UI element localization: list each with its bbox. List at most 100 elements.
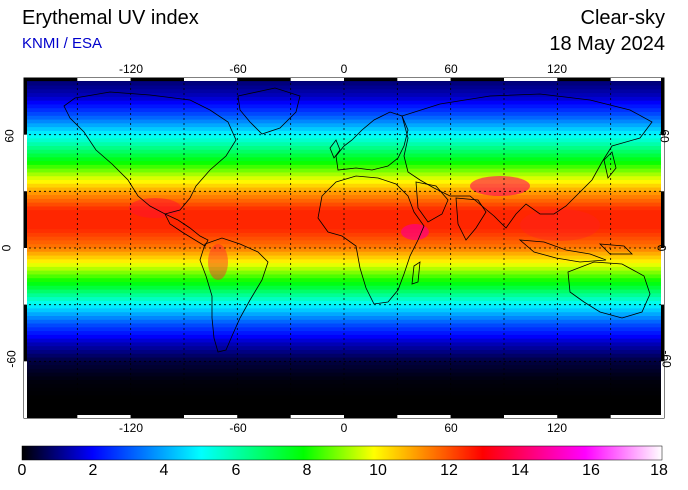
uv-band [24, 289, 664, 294]
uv-band [24, 244, 664, 249]
uv-band [24, 85, 664, 90]
uv-band [24, 108, 664, 113]
uv-band [24, 368, 664, 374]
uv-band [24, 225, 664, 230]
uv-band [24, 180, 664, 185]
uv-band [24, 210, 664, 215]
colorbar-tick-7: 14 [511, 462, 529, 479]
uv-band [24, 195, 664, 200]
uv-band [24, 93, 664, 98]
uv-band [24, 274, 664, 279]
uv-band [24, 319, 664, 325]
uv-hotspot [208, 244, 228, 280]
uv-hotspot [401, 224, 429, 240]
colorbar-tick-9: 18 [650, 462, 668, 479]
uv-band [24, 365, 664, 370]
lon-label-top-5: 120 [546, 62, 568, 76]
uv-band [24, 353, 664, 359]
coastline-arabia [415, 181, 449, 223]
uv-hotspots [129, 176, 600, 280]
uv-band [24, 232, 664, 238]
coastlines [63, 87, 664, 353]
uv-band [24, 399, 664, 404]
uv-band [24, 214, 664, 219]
colorbar-tick-8: 16 [582, 462, 600, 479]
lat-label-right-2: 0 [654, 244, 669, 252]
uv-band [24, 293, 664, 298]
uv-band [24, 183, 664, 189]
lat-label-left-2: 0 [0, 244, 14, 252]
uv-band [24, 384, 664, 389]
coastline-north-america [63, 91, 237, 215]
uv-band [24, 229, 664, 234]
map-title: Erythemal UV index [22, 7, 199, 29]
uv-band [24, 323, 664, 328]
lon-label-bottom-2: -60 [229, 421, 247, 435]
uv-band [24, 89, 664, 94]
uv-band [24, 240, 664, 245]
lon-label-bottom-4: 60 [444, 421, 458, 435]
uv-band [24, 304, 664, 310]
uv-band [24, 380, 664, 385]
lat-label-right-1: 60 [657, 129, 672, 143]
lat-label-left-3: -60 [4, 350, 19, 368]
coastline-madagascar [411, 261, 421, 285]
coastline-indonesia [518, 239, 607, 263]
colorbar-tick-6: 12 [440, 462, 458, 479]
uv-band [24, 164, 664, 170]
uv-band [24, 138, 664, 143]
coastline-greenland [237, 87, 301, 135]
uv-hotspot [520, 209, 600, 241]
lat-label-left-1: 60 [2, 129, 17, 143]
lon-label-top-4: 60 [444, 62, 458, 76]
uv-band [24, 104, 664, 109]
colorbar-tick-2: 4 [159, 462, 169, 479]
uv-band [24, 134, 664, 140]
lon-label-top-1: -120 [118, 62, 144, 76]
colorbar [21, 445, 663, 461]
uv-band [24, 153, 664, 158]
uv-band [24, 338, 664, 344]
lon-label-bottom-1: -120 [118, 421, 144, 435]
uv-band [24, 100, 664, 106]
uv-band [24, 149, 664, 155]
lon-label-top-3: 0 [340, 62, 348, 76]
product-label: Clear-sky [580, 7, 665, 29]
colorbar-tick-3: 6 [231, 462, 241, 479]
uv-band [24, 198, 664, 204]
coastline-australia [567, 261, 651, 319]
coastline-south-america [199, 237, 269, 353]
uv-band [24, 410, 664, 415]
uv-band [24, 259, 664, 264]
uv-band [24, 115, 664, 121]
colorbar-tick-1: 2 [88, 462, 98, 479]
coastline-india [455, 197, 487, 241]
uv-band [24, 270, 664, 276]
uv-band [24, 334, 664, 340]
uv-band [24, 395, 664, 400]
coastline-japan [603, 151, 617, 179]
source-label: KNMI / ESA [22, 35, 103, 52]
uv-band [24, 248, 664, 253]
uv-band [24, 278, 664, 283]
lon-label-bottom-5: 120 [546, 421, 568, 435]
uv-band [24, 119, 664, 124]
uv-band [24, 350, 664, 355]
uv-hotspot [470, 176, 530, 196]
uv-band [24, 285, 664, 291]
uv-band [24, 402, 664, 408]
lat-label-right-3: -60 [659, 350, 674, 368]
lon-label-bottom-3: 0 [340, 421, 348, 435]
graticule [24, 78, 664, 418]
uv-hotspot [129, 198, 181, 218]
uv-band [24, 123, 664, 128]
coastline-new-guinea [598, 243, 633, 255]
coastline-africa [317, 175, 425, 305]
coastline-uk [329, 139, 341, 159]
date-label: 18 May 2024 [549, 33, 665, 55]
uv-band [24, 263, 664, 268]
uv-band [24, 308, 664, 313]
colorbar-tick-0: 0 [17, 462, 27, 479]
lon-label-top-2: -60 [229, 62, 247, 76]
